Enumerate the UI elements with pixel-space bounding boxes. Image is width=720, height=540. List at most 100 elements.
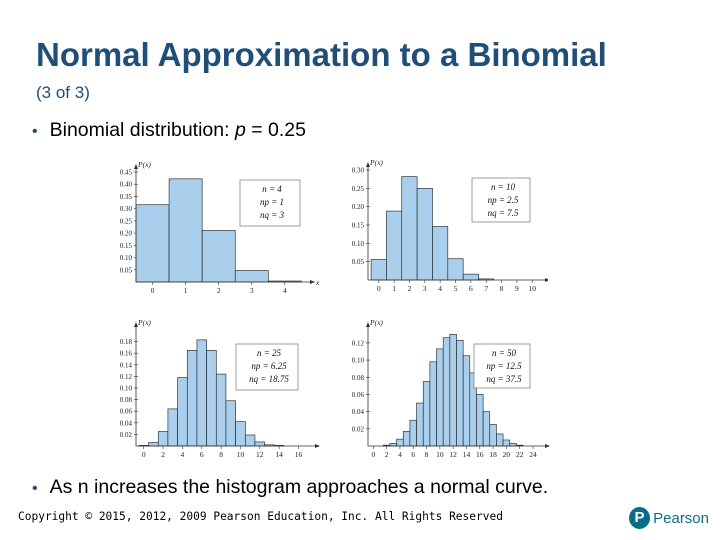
bullet2-text: As n increases the histogram approaches … — [49, 476, 549, 498]
y-axis-arrow — [366, 322, 370, 327]
histogram-bar — [370, 259, 387, 281]
bullet-dot: • — [32, 480, 38, 497]
histogram-bar — [396, 438, 404, 447]
x-tick-label: 14 — [463, 450, 471, 459]
y-tick-label: 0.10 — [120, 385, 133, 393]
histogram-bar — [462, 355, 471, 447]
slide-title: Normal Approximation to a Binomial — [36, 36, 607, 73]
y-axis-label: P(x) — [369, 318, 383, 327]
y-tick-label: 0.25 — [120, 217, 133, 225]
x-tick-label: 10 — [529, 284, 537, 293]
legend-entry: nq = 37.5 — [486, 374, 522, 384]
y-tick-label: 0.14 — [120, 361, 133, 369]
histogram-bar — [442, 337, 451, 447]
x-tick-label: 1 — [184, 286, 188, 295]
legend-entry: nq = 18.75 — [249, 374, 289, 384]
y-tick-label: 0.02 — [120, 431, 133, 439]
histogram-bar — [456, 340, 464, 447]
x-tick-label: 24 — [529, 450, 537, 459]
legend-entry: n = 25 — [257, 348, 282, 358]
x-tick-label: 16 — [476, 450, 484, 459]
histogram-bar — [235, 421, 246, 447]
x-tick-label: 10 — [436, 450, 444, 459]
histogram-bar — [502, 439, 511, 447]
x-tick-label: 4 — [181, 450, 185, 459]
legend-entry: np = 12.5 — [486, 361, 522, 371]
histogram-n4: 0.45 0.40 0.35 0.30 0.25 0.20 0.15 0.10 0.05 P(x)… — [120, 160, 320, 295]
histogram-bar — [157, 431, 169, 447]
x-tick-label: 8 — [425, 450, 429, 459]
y-axis-arrow — [366, 162, 370, 167]
x-tick-label: 10 — [237, 450, 245, 459]
y-tick-label: 0.08 — [352, 374, 365, 382]
histogram-bar — [416, 402, 424, 447]
histogram-bar — [432, 226, 449, 281]
histogram-bar — [177, 377, 188, 447]
y-tick-label: 0.08 — [120, 396, 133, 404]
histogram-bar — [436, 348, 444, 447]
legend-entry: np = 1 — [260, 197, 284, 207]
y-axis-arrow — [134, 322, 138, 327]
histogram-bar — [496, 433, 504, 447]
y-tick-label: 0.45 — [120, 169, 133, 177]
bullet-dot: • — [32, 123, 38, 140]
x-tick-label: 3 — [250, 286, 254, 295]
x-tick-label: 4 — [283, 286, 287, 295]
legend-entry: np = 2.5 — [488, 195, 519, 205]
histogram-bar — [429, 361, 437, 447]
y-tick-label: 0.20 — [120, 230, 133, 238]
histogram-bar — [482, 411, 491, 447]
histogram-bar — [215, 373, 227, 447]
y-tick-label: 0.05 — [352, 258, 365, 266]
y-tick-label: 0.15 — [120, 242, 133, 250]
x-tick-label: 14 — [275, 450, 283, 459]
bullet-normal-curve: • As n increases the histogram approaches… — [32, 476, 548, 499]
histogram-n50: 0.120.100.080.060.040.02P(x)x02468101214… — [352, 318, 550, 459]
x-tick-label: 9 — [515, 284, 519, 293]
histogram-bar — [244, 434, 256, 447]
histogram-n25: 0.18 0.16 0.14 0.12 0.10 0.08 0.06 0.04 0.02 P(x)… — [120, 318, 320, 459]
x-tick-label: 12 — [449, 450, 457, 459]
x-tick-label: 8 — [500, 284, 504, 293]
histogram-bar — [476, 394, 484, 447]
histogram-bar — [148, 442, 159, 447]
histogram-bar — [422, 381, 431, 447]
copyright-footer: Copyright © 2015, 2012, 2009 Pearson Edu… — [18, 510, 503, 523]
legend-box — [471, 177, 531, 223]
legend-box — [473, 343, 531, 389]
histogram-bar — [201, 230, 236, 283]
y-tick-label: 0.40 — [120, 181, 133, 189]
bullet1-suffix: = 0.25 — [245, 119, 306, 141]
x-axis-arrow — [315, 444, 320, 448]
pearson-logo-text: Pearson — [653, 509, 709, 527]
y-tick-label: 0.06 — [120, 408, 133, 416]
x-tick-label: 8 — [219, 450, 223, 459]
y-tick-label: 0.30 — [120, 205, 133, 213]
x-tick-label: 6 — [469, 284, 473, 293]
pearson-logo: P Pearson — [629, 505, 709, 531]
legend-entry: n = 10 — [491, 182, 516, 192]
x-tick-label: 20 — [503, 450, 511, 459]
y-tick-label: 0.10 — [352, 240, 365, 248]
x-tick-label: 2 — [161, 450, 165, 459]
y-tick-label: 0.02 — [352, 425, 365, 433]
histogram-bar — [234, 270, 269, 283]
x-axis-label: x — [315, 278, 320, 287]
y-tick-label: 0.04 — [120, 419, 133, 427]
x-tick-label: 0 — [151, 286, 155, 295]
legend-box — [235, 343, 299, 391]
y-tick-label: 0.10 — [352, 357, 365, 365]
x-axis-arrow — [545, 278, 548, 282]
histogram-bar — [254, 441, 265, 447]
histogram-bar — [168, 178, 203, 283]
histogram-bar — [409, 419, 417, 447]
histogram-bar — [449, 333, 457, 447]
histogram-bar — [206, 349, 217, 447]
histogram-bar — [402, 431, 411, 447]
y-axis-label: P(x) — [137, 160, 151, 169]
legend-entry: n = 50 — [492, 348, 517, 358]
histogram-bar — [416, 188, 433, 281]
histogram-bar — [196, 339, 207, 447]
histogram-bar — [186, 349, 198, 447]
histogram-bar — [135, 204, 170, 283]
